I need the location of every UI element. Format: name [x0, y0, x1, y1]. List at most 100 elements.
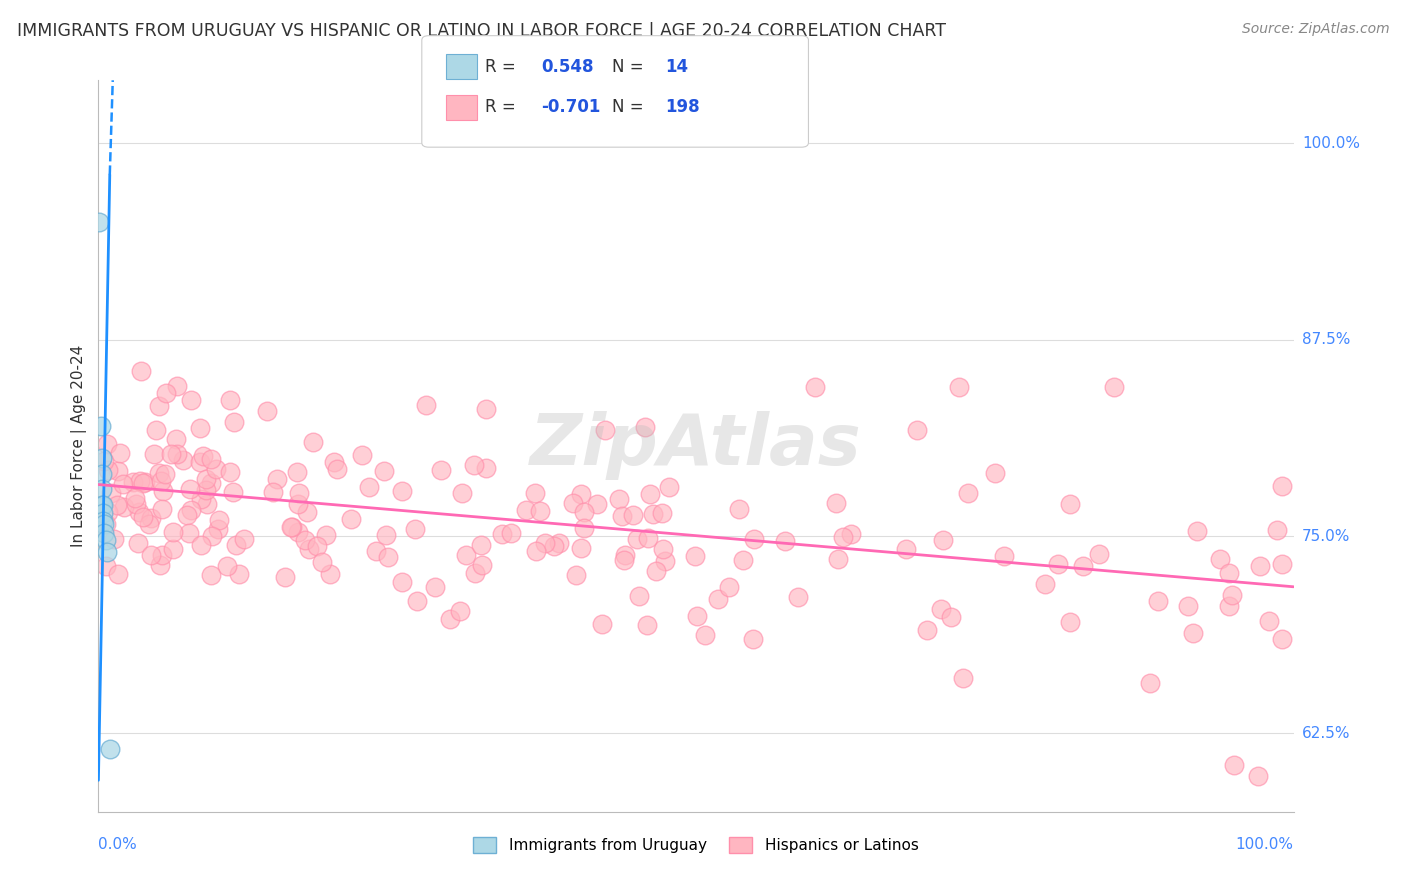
Point	[529, 504, 551, 518]
Point	[195, 472, 218, 486]
Point	[128, 504, 150, 518]
Point	[451, 486, 474, 500]
Point	[374, 528, 396, 542]
Point	[110, 446, 132, 460]
Point	[93, 516, 115, 531]
Point	[474, 401, 496, 416]
Point	[524, 543, 547, 558]
Point	[572, 505, 595, 519]
Point	[627, 589, 650, 603]
Point	[194, 483, 217, 497]
Point	[569, 487, 592, 501]
Point	[266, 472, 288, 486]
Point	[404, 522, 426, 536]
Point	[111, 476, 134, 491]
Text: N =: N =	[612, 98, 648, 116]
Point	[377, 549, 399, 564]
Point	[287, 524, 309, 539]
Point	[610, 508, 633, 523]
Point	[1073, 559, 1095, 574]
Point	[142, 447, 165, 461]
Point	[149, 558, 172, 573]
Point	[97, 505, 120, 519]
Point	[686, 609, 709, 624]
Text: 0.0%: 0.0%	[98, 837, 138, 852]
Point	[298, 541, 321, 556]
Point	[651, 506, 673, 520]
Point	[215, 558, 238, 573]
Point	[319, 567, 342, 582]
Point	[1271, 632, 1294, 646]
Point	[162, 542, 184, 557]
Point	[491, 527, 513, 541]
Point	[742, 533, 765, 547]
Point	[323, 455, 346, 469]
Point	[124, 491, 146, 505]
Point	[150, 502, 173, 516]
Point	[148, 466, 170, 480]
Text: N =: N =	[612, 58, 648, 76]
Point	[162, 524, 184, 539]
Point	[1139, 675, 1161, 690]
Point	[94, 558, 117, 573]
Point	[176, 508, 198, 523]
Point	[415, 398, 437, 412]
Point	[224, 415, 246, 429]
Point	[896, 541, 918, 556]
Point	[931, 533, 953, 547]
Point	[281, 520, 304, 534]
Point	[423, 580, 446, 594]
Point	[350, 448, 373, 462]
Point	[180, 503, 202, 517]
Point	[841, 526, 863, 541]
Point	[391, 574, 413, 589]
Point	[905, 423, 928, 437]
Point	[205, 462, 228, 476]
Point	[149, 474, 172, 488]
Point	[280, 520, 302, 534]
Legend: Immigrants from Uruguay, Hispanics or Latinos: Immigrants from Uruguay, Hispanics or La…	[467, 830, 925, 859]
Point	[929, 602, 952, 616]
Point	[915, 623, 938, 637]
Point	[219, 393, 242, 408]
Point	[595, 423, 617, 437]
Point	[804, 380, 827, 394]
Point	[166, 378, 188, 392]
Point	[225, 538, 247, 552]
Point	[613, 553, 636, 567]
Point	[134, 475, 156, 489]
Point	[591, 617, 613, 632]
Point	[470, 537, 492, 551]
Point	[103, 532, 125, 546]
Point	[145, 423, 167, 437]
Point	[188, 420, 211, 434]
Point	[449, 604, 471, 618]
Point	[475, 461, 498, 475]
Text: IMMIGRANTS FROM URUGUAY VS HISPANIC OR LATINO IN LABOR FORCE | AGE 20-24 CORRELA: IMMIGRANTS FROM URUGUAY VS HISPANIC OR L…	[17, 22, 946, 40]
Point	[201, 529, 224, 543]
Point	[98, 741, 122, 756]
Point	[786, 591, 808, 605]
Point	[127, 536, 149, 550]
Point	[107, 464, 129, 478]
Point	[287, 497, 309, 511]
Point	[91, 506, 114, 520]
Point	[645, 564, 668, 578]
Point	[132, 475, 155, 490]
Point	[91, 467, 114, 481]
Point	[952, 672, 974, 686]
Point	[643, 508, 665, 522]
Text: ZipAtlas: ZipAtlas	[530, 411, 862, 481]
Point	[1271, 479, 1294, 493]
Text: 75.0%: 75.0%	[1302, 529, 1350, 544]
Point	[91, 482, 114, 496]
Point	[1220, 588, 1243, 602]
Text: 62.5%: 62.5%	[1302, 725, 1350, 740]
Point	[565, 567, 588, 582]
Point	[94, 533, 117, 547]
Text: 0.548: 0.548	[541, 58, 593, 76]
Point	[693, 628, 716, 642]
Point	[315, 528, 337, 542]
Point	[190, 537, 212, 551]
Point	[219, 465, 242, 479]
